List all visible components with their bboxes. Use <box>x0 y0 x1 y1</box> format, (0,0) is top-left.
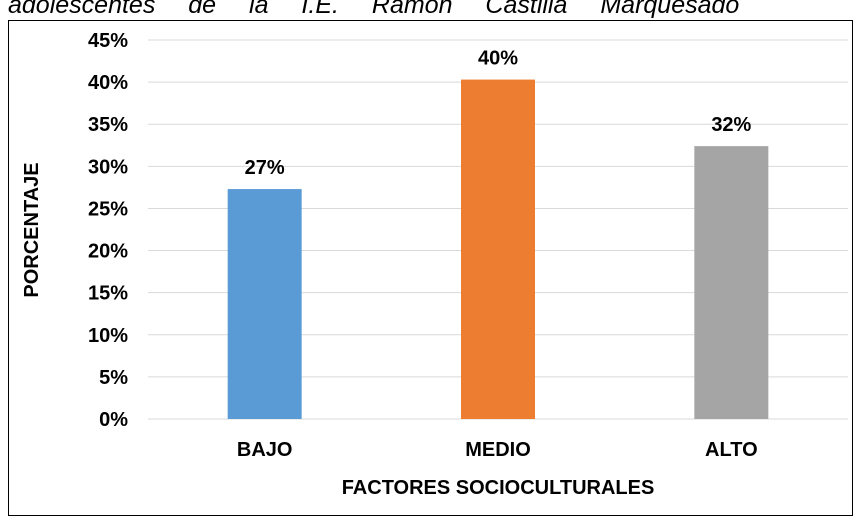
x-tick-labels: BAJO MEDIO ALTO <box>237 439 758 461</box>
y-tick-label: 10% <box>88 325 128 347</box>
y-tick-labels: 0% 5% 10% 15% 20% 25% 30% 35% 40% 45% <box>88 30 128 431</box>
y-tick-label: 25% <box>88 198 128 220</box>
y-tick-label: 35% <box>88 114 128 136</box>
bar-alto <box>694 146 769 419</box>
x-tick-label: BAJO <box>237 439 293 461</box>
y-tick-label: 5% <box>99 367 128 389</box>
y-tick-label: 20% <box>88 241 128 263</box>
y-tick-label: 15% <box>88 283 128 305</box>
x-tick-label: MEDIO <box>465 439 531 461</box>
bar-medio <box>461 79 535 419</box>
bars <box>227 79 769 419</box>
y-tick-label: 40% <box>88 72 128 94</box>
y-axis-title: PORCENTAJE <box>21 162 43 297</box>
data-label: 27% <box>245 157 285 179</box>
data-labels: 27% 40% 32% <box>245 48 752 179</box>
data-label: 32% <box>711 114 751 136</box>
x-tick-label: ALTO <box>705 439 758 461</box>
y-tick-label: 0% <box>99 409 128 431</box>
y-tick-label: 30% <box>88 156 128 178</box>
bar-bajo <box>227 189 302 419</box>
figure-caption: adolescentes de la I.E. Ramón Castilla M… <box>8 0 740 19</box>
x-axis-title: FACTORES SOCIOCULTURALES <box>342 477 655 499</box>
data-label: 40% <box>478 48 518 70</box>
y-tick-label: 45% <box>88 30 128 52</box>
